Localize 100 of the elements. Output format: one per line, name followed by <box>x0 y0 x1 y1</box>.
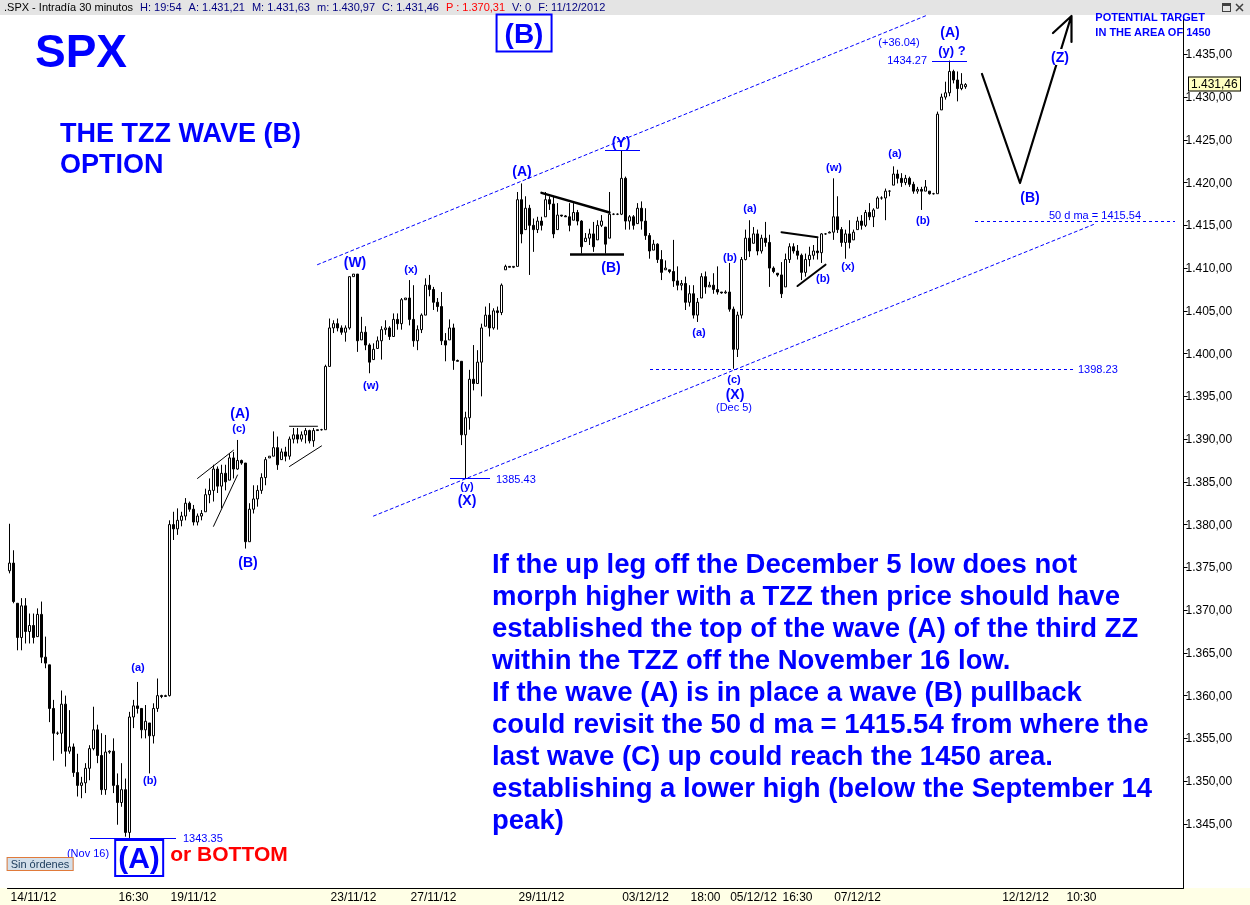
annotation: (b) <box>915 213 931 227</box>
y-tick-label: 1.430,00 <box>1185 90 1233 105</box>
text: 1.431,46 <box>1188 76 1241 92</box>
ref-line-label: 1385.43 <box>496 472 536 485</box>
annotation: (A) <box>114 838 164 877</box>
ref-line-label: (B) <box>601 258 621 275</box>
annotation: (y) ? <box>938 42 966 58</box>
candlestick <box>832 177 835 241</box>
annotation: (a) <box>888 146 902 160</box>
text: If the up leg off the December 5 low does not morph higher with a TZZ then price should have established the top of the wave (A) of the third ZZ within the TZZ off the November 16 low. If the wave (A) is in place a wave (B) pullback could revisit the 50 d ma = 1415.54 from where the last wave (C) up could reach the 1450 area. establishing a lower high (below the September 14 peak) <box>492 548 1153 835</box>
x-tick-label: 10:30 <box>1066 890 1097 904</box>
annotation: (A) <box>940 23 960 40</box>
candlestick <box>244 462 247 550</box>
candlestick <box>488 302 491 337</box>
x-tick-label: 18:00 <box>690 890 721 904</box>
y-tick-label: 1.390,00 <box>1185 432 1233 447</box>
candlestick <box>300 430 303 443</box>
text: H: 19:54 <box>140 1 182 13</box>
candlestick <box>672 239 675 288</box>
ref-line-label: 1398.23 <box>1078 362 1118 375</box>
text: .SPX - Intradía 30 minutos <box>4 1 134 13</box>
annotation: (a) <box>692 325 706 339</box>
x-tick-label: 27/11/12 <box>410 890 457 904</box>
ref-line-label: 50 d ma = 1415.54 <box>1048 208 1142 221</box>
annotation: (B) <box>495 13 553 53</box>
candlestick <box>748 219 751 258</box>
y-tick-label: 1.385,00 <box>1185 474 1233 489</box>
candlestick <box>700 272 703 299</box>
annotation: (A) <box>512 163 532 180</box>
annotation: (b) <box>142 773 158 787</box>
candlestick <box>892 165 895 186</box>
text: M: 1.431,63 <box>251 1 310 13</box>
text: C: 1.431,46 <box>382 1 439 13</box>
annotation: (x) <box>841 259 855 273</box>
annotation: (y) <box>460 479 474 493</box>
candlestick <box>936 111 939 195</box>
y-tick-label: 1.410,00 <box>1185 261 1233 276</box>
text: P : 1.370,31 <box>445 1 506 13</box>
candlestick <box>192 504 195 526</box>
annotation: (Nov 16) <box>66 846 110 860</box>
candlestick <box>904 174 907 186</box>
y-tick-label: 1.380,00 <box>1185 517 1233 532</box>
annotation: (c) <box>727 372 741 386</box>
candlestick <box>860 214 863 231</box>
x-tick-label: 19/11/12 <box>170 890 217 904</box>
candlestick <box>856 216 859 231</box>
annotation: (b) <box>722 250 738 264</box>
annotation: (X) <box>725 385 745 402</box>
annotation: (w) <box>363 378 379 392</box>
candlestick <box>400 297 403 331</box>
annotation: (w) <box>826 160 842 174</box>
candlestick <box>876 195 879 209</box>
text: m: 1.430,97 <box>316 1 376 13</box>
candlestick <box>900 172 903 188</box>
x-tick-label: 03/12/12 <box>622 890 670 904</box>
candlestick <box>956 70 959 102</box>
y-tick-label: 1.395,00 <box>1185 389 1233 404</box>
candlestick <box>392 312 395 337</box>
candlestick <box>356 273 359 353</box>
y-tick-label: 1.370,00 <box>1185 603 1233 618</box>
candlestick <box>692 284 695 320</box>
annotation: (W) <box>343 254 367 271</box>
y-tick-label: 1.355,00 <box>1185 731 1233 746</box>
annotation: (x) <box>404 262 418 276</box>
text: F: 11/12/2012 <box>538 1 606 13</box>
annotation: (X) <box>457 492 477 509</box>
candlestick <box>540 216 543 231</box>
candlestick <box>912 181 915 195</box>
candlestick <box>20 597 23 651</box>
annotation: (b) <box>815 271 831 285</box>
y-tick-label: 1.350,00 <box>1185 774 1233 789</box>
candlestick <box>452 323 455 371</box>
candlestick <box>756 229 759 256</box>
annotation: (B) <box>238 553 258 570</box>
x-tick-label: 16:30 <box>118 890 149 904</box>
annotation: or BOTTOM <box>170 842 288 866</box>
x-tick-label: 14/11/12 <box>10 890 57 904</box>
y-tick-label: 1.345,00 <box>1185 816 1233 831</box>
annotation: (a) <box>743 201 757 215</box>
candlestick <box>104 734 107 796</box>
ref-line-label: 1434.27 <box>887 53 927 66</box>
candlestick <box>820 232 823 264</box>
y-tick-label: 1.375,00 <box>1185 560 1233 575</box>
chart-title: SPX <box>34 25 128 77</box>
candlestick <box>40 601 43 664</box>
candlestick <box>308 429 311 444</box>
candlestick <box>872 207 875 228</box>
text: V: 0 <box>512 1 532 13</box>
y-tick-label: 1.425,00 <box>1185 132 1233 147</box>
candlestick <box>480 323 483 397</box>
x-tick-label: 07/12/12 <box>834 890 882 904</box>
text: THE TZZ WAVE (B) OPTION <box>60 118 301 180</box>
x-tick-label: 05/12/12 <box>730 890 778 904</box>
y-tick-label: 1.415,00 <box>1185 218 1233 233</box>
y-tick-label: 1.400,00 <box>1185 346 1233 361</box>
y-tick-label: 1.365,00 <box>1185 645 1233 660</box>
text: A: 1.431,21 <box>188 1 245 13</box>
x-tick-label: 23/11/12 <box>330 890 377 904</box>
annotation: (A) <box>230 404 250 421</box>
annotation: (a) <box>131 660 145 674</box>
